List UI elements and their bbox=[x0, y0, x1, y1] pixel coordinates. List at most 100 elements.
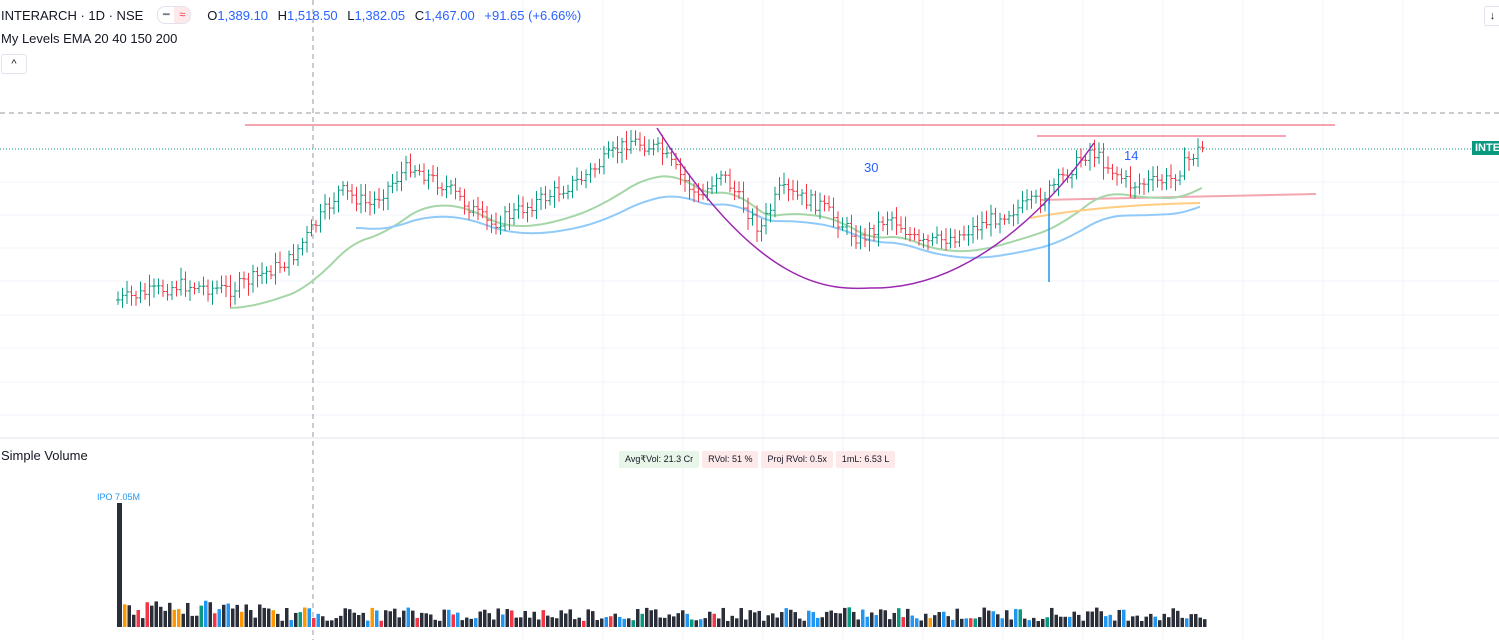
volume-bar bbox=[649, 610, 653, 627]
avg-volume-stat: Avg₹Vol: 21.3 Cr bbox=[619, 451, 700, 468]
volume-bar bbox=[388, 611, 392, 627]
volume-bar bbox=[172, 609, 176, 627]
volume-bar bbox=[330, 620, 334, 627]
volume-bar bbox=[199, 605, 203, 627]
volume-bar bbox=[483, 609, 487, 627]
volume-bar bbox=[406, 607, 410, 627]
volume-bar bbox=[883, 610, 887, 627]
minus-icon[interactable]: ━ bbox=[162, 9, 170, 21]
volume-bar bbox=[177, 609, 181, 627]
volume-bar bbox=[402, 610, 406, 627]
volume-bar bbox=[1140, 620, 1144, 627]
volume-bar bbox=[775, 617, 779, 627]
volume-bar bbox=[1149, 613, 1153, 627]
volume-bar bbox=[852, 611, 856, 627]
volume-bar bbox=[978, 617, 982, 627]
volume-bar bbox=[1072, 611, 1076, 627]
volume-bar bbox=[825, 611, 829, 627]
annotation-left-count[interactable]: 30 bbox=[864, 160, 879, 175]
volume-bar bbox=[343, 608, 347, 627]
symbol-title[interactable]: INTERARCH · 1D · NSE bbox=[1, 7, 144, 23]
volume-bar bbox=[933, 615, 937, 627]
legend-toggle[interactable]: ━ ≈ bbox=[157, 6, 192, 24]
volume-bar bbox=[505, 609, 509, 627]
volume-bar bbox=[879, 609, 883, 627]
volume-bar bbox=[1122, 609, 1126, 627]
volume-bar bbox=[600, 618, 604, 627]
volume-bar bbox=[591, 611, 595, 627]
volume-bar bbox=[1045, 617, 1049, 627]
volume-bar bbox=[1135, 615, 1139, 627]
volume-bar bbox=[703, 618, 707, 627]
volume-bar bbox=[766, 615, 770, 627]
volume-bar bbox=[240, 611, 244, 627]
volume-bar bbox=[1081, 620, 1085, 627]
volume-bar bbox=[433, 619, 437, 627]
volume-bar bbox=[1162, 613, 1166, 627]
volume-bar bbox=[411, 610, 415, 627]
volume-bar bbox=[712, 613, 716, 627]
volume-bar bbox=[141, 618, 145, 627]
volume-bar bbox=[537, 619, 541, 627]
indicator-label[interactable]: My Levels EMA 20 40 150 200 bbox=[1, 31, 178, 46]
chevron-up-icon[interactable]: ^ bbox=[1, 54, 27, 74]
close-value: 1,467.00 bbox=[424, 7, 475, 23]
volume-bar bbox=[208, 602, 212, 627]
volume-bar bbox=[1095, 607, 1099, 627]
volume-bar bbox=[415, 617, 419, 627]
volume-bar bbox=[1050, 607, 1054, 627]
arrow-down-icon[interactable]: ↓ bbox=[1484, 6, 1499, 26]
volume-bar bbox=[942, 611, 946, 627]
volume-bar bbox=[460, 620, 464, 627]
volume-bar bbox=[117, 503, 122, 627]
volume-bar bbox=[820, 617, 824, 627]
volume-bar bbox=[285, 608, 289, 627]
volume-bar bbox=[802, 620, 806, 627]
volume-bar bbox=[519, 617, 523, 627]
volume-bar bbox=[699, 619, 703, 627]
volume-bar bbox=[492, 619, 496, 627]
volume-bar bbox=[1108, 614, 1112, 627]
annotation-right-count[interactable]: 14 bbox=[1124, 148, 1139, 163]
volume-bar bbox=[420, 612, 424, 627]
volume-bar bbox=[1144, 616, 1148, 627]
volume-bar bbox=[915, 618, 919, 627]
volume-bar bbox=[1099, 611, 1103, 627]
volume-bar bbox=[730, 615, 734, 627]
volume-bar bbox=[595, 620, 599, 627]
volume-bar bbox=[154, 601, 158, 627]
volume-bar bbox=[919, 620, 923, 627]
volume-stats: Avg₹Vol: 21.3 Cr RVol: 51 % Proj RVol: 0… bbox=[619, 451, 896, 468]
volume-bar bbox=[361, 612, 365, 627]
volume-bar bbox=[753, 612, 757, 627]
volume-bar bbox=[1131, 616, 1135, 627]
volume-bar bbox=[1198, 617, 1202, 627]
volume-bar bbox=[375, 610, 379, 627]
volume-bar bbox=[982, 607, 986, 627]
volume-bar bbox=[168, 602, 172, 627]
approx-icon[interactable]: ≈ bbox=[174, 7, 191, 23]
volume-bars bbox=[117, 503, 1207, 627]
volume-bar bbox=[195, 615, 199, 627]
volume-bar bbox=[946, 616, 950, 627]
volume-pane-title[interactable]: Simple Volume bbox=[1, 448, 88, 463]
volume-bar bbox=[393, 608, 397, 627]
volume-bar bbox=[258, 604, 262, 627]
volume-bar bbox=[676, 613, 680, 627]
volume-bar bbox=[627, 618, 631, 627]
volume-bar bbox=[204, 600, 208, 627]
volume-bar bbox=[231, 608, 235, 627]
volume-bar bbox=[631, 620, 635, 627]
volume-bar bbox=[573, 619, 577, 627]
volume-bar bbox=[150, 605, 154, 627]
ema-40-line bbox=[355, 195, 1201, 259]
volume-bar bbox=[807, 610, 811, 627]
volume-bar bbox=[307, 608, 311, 627]
volume-bar bbox=[474, 618, 478, 627]
volume-bar bbox=[834, 612, 838, 627]
volume-bar bbox=[541, 610, 545, 627]
ema-lines bbox=[229, 175, 1203, 309]
volume-bar bbox=[955, 608, 959, 627]
change-value: +91.65 (+6.66%) bbox=[484, 7, 582, 23]
